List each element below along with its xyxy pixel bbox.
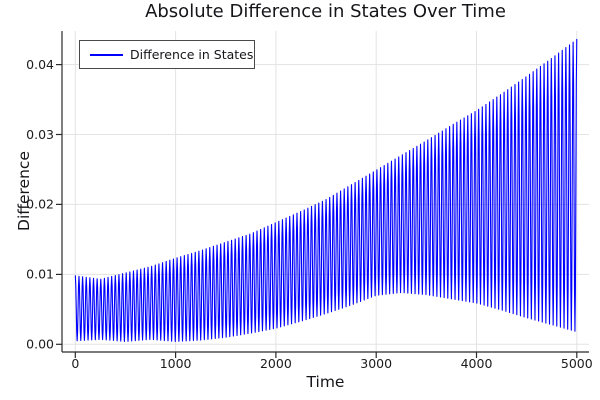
- x-tick-label-5000: 5000: [561, 356, 593, 371]
- y-tick-label-0.03: 0.03: [26, 127, 54, 142]
- x-tick-label-3000: 3000: [360, 356, 392, 371]
- y-tick-label-0.01: 0.01: [26, 267, 54, 282]
- legend-line-sample: [90, 53, 123, 56]
- x-tick-label-2000: 2000: [260, 356, 292, 371]
- x-tick-label-1000: 1000: [160, 356, 192, 371]
- y-tick-label-0.00: 0.00: [26, 337, 54, 352]
- difference-series-path: [74, 38, 578, 343]
- y-axis-label: Difference: [15, 151, 33, 231]
- y-tick-label-0.02: 0.02: [26, 197, 54, 212]
- x-axis-label: Time: [306, 373, 345, 391]
- x-tick-label-4000: 4000: [461, 356, 493, 371]
- legend-entry-label: Difference in States: [130, 47, 254, 62]
- y-tick-label-0.04: 0.04: [26, 57, 54, 72]
- chart-title: Absolute Difference in States Over Time: [145, 1, 506, 22]
- legend: Difference in States: [79, 40, 255, 69]
- x-tick-label-0: 0: [71, 356, 79, 371]
